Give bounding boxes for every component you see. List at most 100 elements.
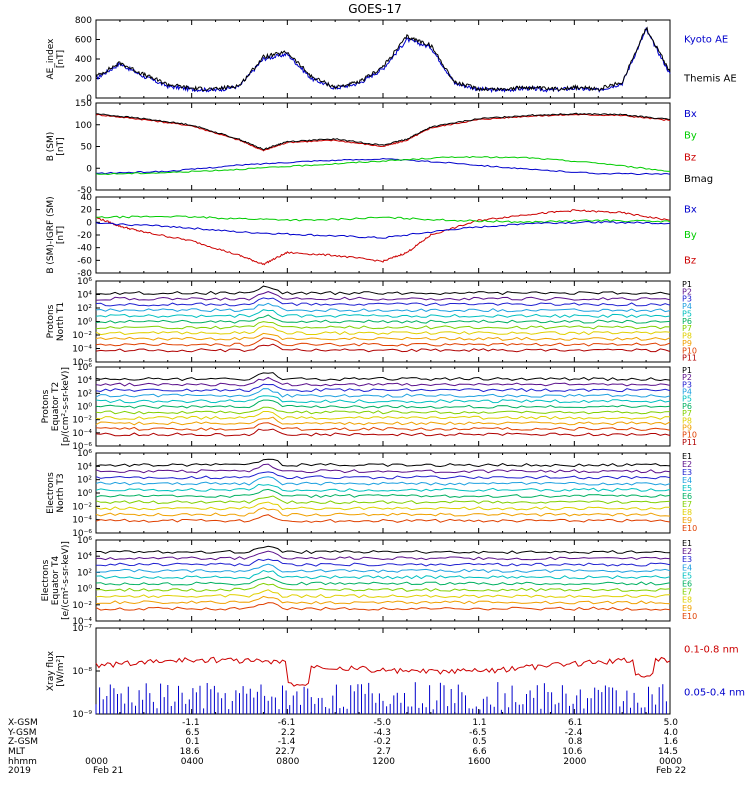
flux-channel [95, 383, 671, 393]
y-tick-label: 10⁻⁶ [72, 358, 92, 368]
y-tick-label: -60 [77, 256, 92, 266]
legend-p4: P4 [682, 302, 692, 311]
hhmm-label: 1600 [468, 757, 491, 767]
flux-channel [95, 495, 671, 505]
ephemeris-label: 2019 [8, 766, 31, 776]
flux-channel [95, 507, 671, 517]
y-tick-label: 10⁰ [77, 318, 92, 328]
legend-p3: P3 [682, 295, 692, 304]
legend-e3: E3 [682, 555, 692, 564]
ephemeris-value: -1.1 [182, 718, 200, 728]
legend-p5: P5 [682, 309, 692, 318]
flux-channel [95, 399, 671, 409]
ephemeris-value: -4.3 [373, 728, 391, 738]
legend-e7: E7 [682, 588, 692, 597]
series-by [95, 155, 671, 176]
y-tick-label: 10⁻² [72, 502, 92, 512]
flux-channel [95, 314, 671, 324]
y-axis-label: Electrons [46, 472, 56, 514]
y-axis-label: Equator T4 [51, 556, 61, 606]
y-tick-label: 10⁴ [77, 552, 92, 562]
y-tick-label: 10⁻⁹ [72, 710, 92, 720]
legend-p10: P10 [682, 346, 697, 355]
flux-channel [95, 332, 671, 341]
flux-channel [95, 302, 671, 313]
date-start-label: Feb 21 [93, 766, 123, 776]
legend-0-05-0-4-nm: 0.05-0.4 nm [684, 688, 745, 699]
hhmm-label: 2000 [563, 757, 586, 767]
ephemeris-value: -2.4 [565, 728, 583, 738]
flux-channel [95, 325, 671, 336]
panel-bsm: 150 100 50 0 -50 B (SM) [nT] Bx By Bz Bmag [46, 99, 713, 196]
hhmm-label: 1200 [372, 757, 395, 767]
y-tick-label: 10² [77, 389, 92, 399]
legend-by: By [684, 230, 697, 241]
flux-channel [95, 476, 671, 486]
legend-p10: P10 [682, 431, 697, 440]
legend-p9: P9 [682, 423, 692, 432]
flux-channel [95, 422, 671, 431]
y-tick-label: 10⁻⁴ [72, 617, 92, 627]
legend-themis-ae: Themis AE [683, 74, 737, 85]
flux-channel [95, 388, 671, 398]
hhmm-label: 0400 [181, 757, 204, 767]
legend-bz: Bz [684, 255, 696, 266]
y-tick-label: 200 [75, 75, 92, 85]
flux-channel [95, 406, 671, 415]
flux-channel [95, 321, 671, 330]
flux-channel [95, 372, 671, 382]
y-axis-label: Xray flux [46, 650, 56, 691]
legend-p4: P4 [682, 388, 692, 397]
ephemeris-value: 6.1 [568, 718, 582, 728]
y-tick-label: -50 [77, 186, 92, 196]
flux-channel [95, 563, 671, 573]
y-axis-label: [p/(cm²-s-sr-keV)] [61, 367, 71, 446]
series-themis-ae [95, 26, 671, 93]
flux-channel [95, 416, 671, 426]
y-tick-label: 400 [75, 55, 92, 65]
ephemeris-value: 1.1 [472, 718, 486, 728]
y-axis-label: AE_index [46, 38, 56, 80]
legend-e4: E4 [682, 563, 692, 572]
legend-bmag: Bmag [684, 174, 713, 185]
legend-p2: P2 [682, 373, 692, 382]
flux-channel [95, 589, 671, 599]
y-tick-label: 10² [77, 304, 92, 314]
y-tick-label: 0 [86, 164, 92, 174]
ephemeris-value: 1.6 [664, 737, 679, 747]
legend-e10: E10 [682, 524, 697, 533]
y-axis-label: [e/(cm²-s-sr-keV)] [61, 541, 71, 620]
y-axis-label: [W/m²] [56, 655, 66, 686]
y-tick-label: 20 [81, 206, 93, 216]
flux-channel [95, 395, 671, 404]
legend-bz: Bz [684, 152, 696, 163]
y-axis-label: Equator T2 [51, 382, 61, 431]
flux-channel [95, 471, 671, 480]
y-tick-label: 10⁻² [72, 416, 92, 426]
series-bx [95, 157, 671, 176]
panel-electronsEq: 10⁶ 10⁴ 10² 10⁰ 10⁻² 10⁻⁴ Electrons Equator T4[… [41, 536, 697, 627]
panel-frame [95, 19, 671, 99]
y-axis-label: [nT] [56, 226, 66, 244]
flux-channel [95, 411, 671, 420]
legend-e6: E6 [682, 492, 692, 501]
y-tick-label: 10⁶ [77, 277, 92, 287]
ephemeris-label: X-GSM [8, 718, 38, 728]
hhmm-label: 0000 [85, 757, 108, 767]
legend-e6: E6 [682, 580, 692, 589]
y-tick-label: 0 [86, 94, 92, 104]
ephemeris-value: 5.0 [664, 718, 679, 728]
flux-channel [95, 602, 671, 611]
y-tick-label: 10⁻⁷ [72, 624, 92, 634]
legend-e7: E7 [682, 500, 692, 509]
y-tick-label: 10² [77, 476, 92, 486]
flux-channel [95, 558, 671, 567]
flux-channel [95, 576, 671, 586]
series-bmag [95, 112, 671, 151]
panel-ae: 800 600 400 200 0 AE_index [nT] Kyoto AE Themis … [46, 16, 737, 104]
y-tick-label: 600 [75, 36, 92, 46]
y-tick-label: 10⁰ [77, 489, 92, 499]
ephemeris-value: 2.7 [377, 747, 391, 757]
